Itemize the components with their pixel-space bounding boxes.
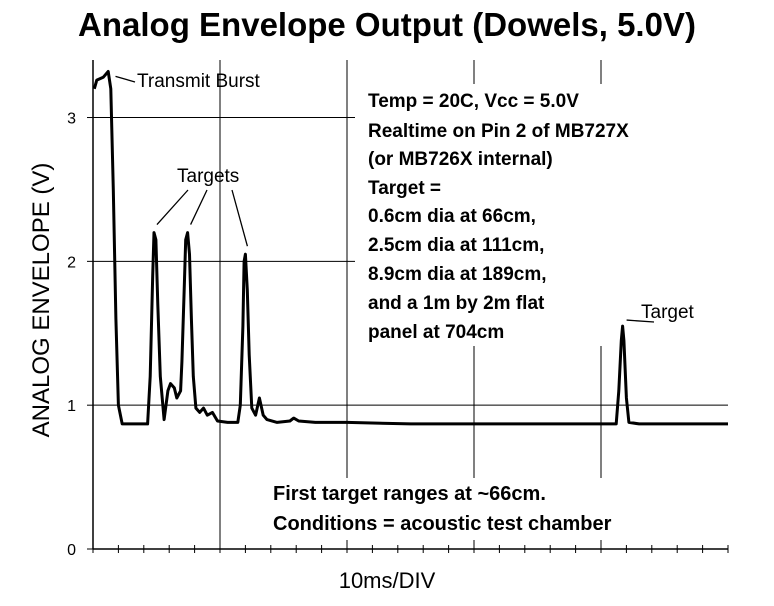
- annotation-leader-lines: [115, 75, 655, 323]
- note-line-3: (or MB726X internal): [368, 149, 553, 170]
- y-tick-label: 0: [67, 542, 76, 559]
- annotation-leader-line: [231, 189, 249, 247]
- annotation-targets: Targets: [177, 166, 239, 187]
- annotation-target: Target: [641, 302, 695, 323]
- note-line-6: 2.5cm dia at 111cm,: [368, 235, 544, 256]
- y-tick-label: 1: [67, 398, 76, 415]
- notes-background: [355, 84, 730, 346]
- y-ticks: 0 1 2 3: [67, 111, 729, 559]
- bottom-note-line-1: First target ranges at ~66cm.: [273, 483, 546, 505]
- note-line-4: Target =: [368, 178, 441, 199]
- note-line-7: 8.9cm dia at 189cm,: [368, 264, 547, 285]
- annotation-leader-line: [190, 189, 208, 225]
- x-axis-label: 10ms/DIV: [338, 568, 436, 593]
- bottom-notes: First target ranges at ~66cm. Conditions…: [273, 483, 612, 535]
- note-line-9: panel at 704cm: [368, 322, 504, 343]
- note-line-8: and a 1m by 2m flat: [368, 293, 545, 314]
- chart-title: Analog Envelope Output (Dowels, 5.0V): [78, 6, 696, 43]
- y-tick-label: 2: [67, 254, 76, 271]
- note-line-2: Realtime on Pin 2 of MB727X: [368, 121, 629, 142]
- note-line-5: 0.6cm dia at 66cm,: [368, 206, 536, 227]
- annotation-leader-line: [115, 75, 136, 83]
- annotation-transmit-burst: Transmit Burst: [137, 71, 261, 92]
- annotation-leader-line: [626, 319, 655, 323]
- bottom-notes-background: [268, 478, 716, 540]
- axes: [92, 60, 728, 550]
- note-line-1: Temp = 20C, Vcc = 5.0V: [368, 91, 579, 112]
- y-tick-label: 3: [67, 111, 76, 128]
- annotation-leader-line: [156, 189, 189, 226]
- bottom-note-line-2: Conditions = acoustic test chamber: [273, 513, 612, 535]
- conditions-notes: Temp = 20C, Vcc = 5.0V Realtime on Pin 2…: [368, 91, 629, 343]
- envelope-series-line: [92, 70, 728, 426]
